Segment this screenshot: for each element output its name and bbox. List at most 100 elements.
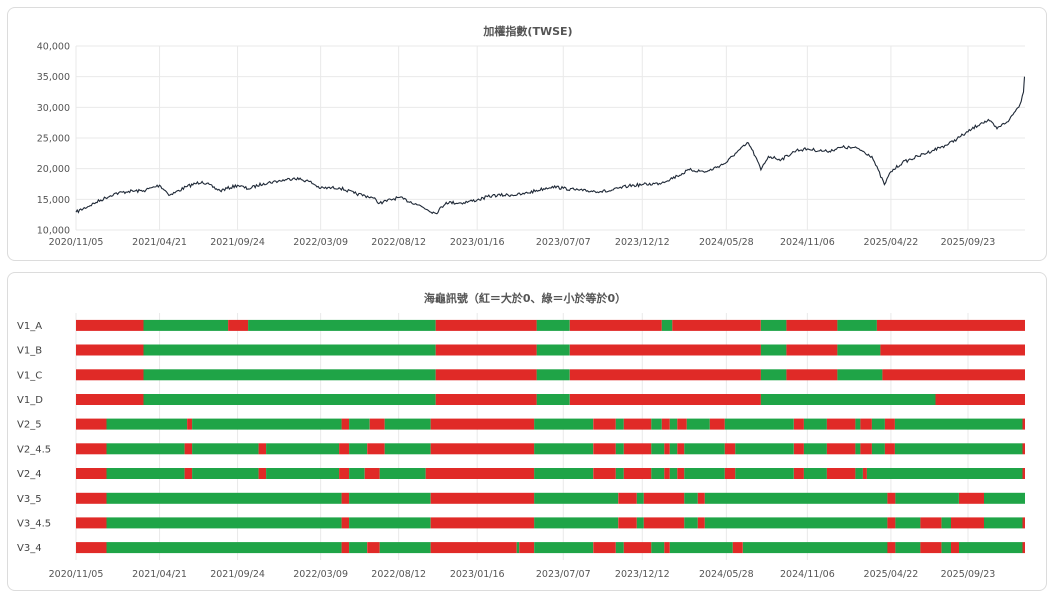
signal-segment-nonpositive bbox=[636, 517, 644, 529]
signal-segment-nonpositive bbox=[895, 542, 921, 554]
signal-segment-positive bbox=[959, 492, 984, 504]
signal-segment-nonpositive bbox=[192, 468, 259, 479]
signal-segment-positive bbox=[76, 542, 107, 554]
signal-segment-nonpositive bbox=[349, 443, 368, 455]
signal-segment-positive bbox=[593, 418, 616, 430]
row-label: V3_5 bbox=[17, 494, 42, 505]
x-tick-label: 2021/04/21 bbox=[132, 569, 187, 580]
index-chart-card: 加權指數(TWSE) 10,000 15,000 20,000 25,000 30,00… bbox=[7, 7, 1047, 261]
signal-segment-nonpositive bbox=[894, 418, 1023, 430]
signal-segment-nonpositive bbox=[704, 517, 888, 529]
signal-segment-positive bbox=[364, 468, 380, 479]
signal-segment-positive bbox=[187, 418, 193, 430]
signal-segment-nonpositive bbox=[534, 443, 594, 455]
x-tick-label: 2023/01/16 bbox=[450, 237, 505, 248]
signal-segment-positive bbox=[341, 492, 350, 504]
y-tick-label: 10,000 bbox=[37, 226, 70, 237]
signal-segment-nonpositive bbox=[534, 418, 594, 430]
signal-segment-positive bbox=[569, 344, 761, 356]
signal-segment-positive bbox=[339, 468, 350, 479]
signal-segment-positive bbox=[951, 542, 959, 554]
row-label: V2_5 bbox=[17, 420, 42, 431]
x-tick-label: 2023/07/07 bbox=[536, 237, 591, 248]
signal-segment-nonpositive bbox=[536, 344, 570, 356]
signal-segment-nonpositive bbox=[984, 517, 1023, 529]
signal-segment-nonpositive bbox=[636, 492, 644, 504]
signal-segment-nonpositive bbox=[895, 492, 959, 504]
signal-segment-positive bbox=[76, 517, 107, 529]
signal-segment-nonpositive bbox=[894, 443, 1023, 455]
row-label: V1_D bbox=[17, 395, 43, 406]
signal-segment-nonpositive bbox=[651, 468, 665, 479]
signal-segment-nonpositive bbox=[379, 542, 431, 554]
signal-segment-nonpositive bbox=[349, 492, 431, 504]
signal-segment-positive bbox=[341, 542, 350, 554]
signal-segment-nonpositive bbox=[855, 418, 861, 430]
signal-segment-positive bbox=[76, 418, 107, 430]
signal-segment-positive bbox=[430, 443, 535, 455]
signal-segment-nonpositive bbox=[684, 517, 698, 529]
signal-segment-nonpositive bbox=[760, 319, 787, 331]
signal-segment-nonpositive bbox=[866, 468, 1023, 479]
signal-segment-nonpositive bbox=[760, 394, 936, 405]
x-tick-label: 2025/04/22 bbox=[864, 569, 919, 580]
signal-segment-positive bbox=[860, 443, 872, 455]
signal-segment-positive bbox=[1022, 468, 1025, 479]
signal-segment-positive bbox=[1022, 443, 1025, 455]
x-tick-label: 2022/08/12 bbox=[371, 569, 426, 580]
x-tick-label: 2024/11/06 bbox=[780, 237, 835, 248]
signal-segment-positive bbox=[793, 418, 804, 430]
x-tick-label: 2023/12/12 bbox=[615, 237, 670, 248]
chart-title: 加權指數(TWSE) bbox=[482, 24, 572, 38]
y-tick-label: 40,000 bbox=[37, 42, 70, 53]
signal-segment-nonpositive bbox=[349, 468, 365, 479]
signal-segment-positive bbox=[76, 369, 144, 381]
x-tick-label: 2024/11/06 bbox=[780, 569, 835, 580]
signal-segment-nonpositive bbox=[192, 418, 342, 430]
signal-segment-nonpositive bbox=[534, 492, 619, 504]
x-tick-label: 2025/04/22 bbox=[864, 237, 919, 248]
signal-segment-positive bbox=[435, 369, 537, 381]
signal-segment-nonpositive bbox=[803, 418, 827, 430]
signal-segment-nonpositive bbox=[855, 443, 861, 455]
signal-segment-nonpositive bbox=[669, 443, 678, 455]
signal-segment-nonpositive bbox=[651, 443, 665, 455]
signal-segment-positive bbox=[677, 418, 687, 430]
signal-segment-positive bbox=[643, 492, 685, 504]
row-label: V1_C bbox=[17, 370, 42, 381]
signal-segment-nonpositive bbox=[143, 394, 436, 405]
signal-segment-positive bbox=[887, 492, 896, 504]
signal-segment-nonpositive bbox=[669, 418, 678, 430]
signal-segment-positive bbox=[258, 468, 267, 479]
signal-segment-nonpositive bbox=[686, 418, 710, 430]
signal-segment-positive bbox=[425, 468, 535, 479]
signal-segment-positive bbox=[367, 443, 385, 455]
signal-segment-nonpositive bbox=[516, 542, 520, 554]
index-line-chart: 加權指數(TWSE) 10,000 15,000 20,000 25,000 30,00… bbox=[37, 24, 1026, 248]
signal-segment-positive bbox=[1022, 517, 1025, 529]
y-tick-label: 20,000 bbox=[37, 164, 70, 175]
signal-segment-positive bbox=[184, 468, 193, 479]
signal-segment-nonpositive bbox=[106, 418, 187, 430]
x-tick-label: 2024/05/28 bbox=[699, 569, 754, 580]
signal-segment-positive bbox=[786, 344, 838, 356]
signal-segment-positive bbox=[430, 542, 517, 554]
signal-segment-nonpositive bbox=[837, 319, 877, 331]
signal-segment-positive bbox=[826, 443, 856, 455]
signal-segment-nonpositive bbox=[536, 394, 570, 405]
signal-segment-nonpositive bbox=[837, 344, 881, 356]
x-tick-label: 2022/03/09 bbox=[293, 569, 348, 580]
x-tick-label: 2021/09/24 bbox=[210, 237, 265, 248]
signal-segment-positive bbox=[76, 394, 144, 405]
signal-segment-positive bbox=[430, 517, 535, 529]
signal-segment-positive bbox=[935, 394, 1025, 405]
signal-segment-nonpositive bbox=[735, 443, 794, 455]
signal-segment-positive bbox=[623, 418, 652, 430]
signal-segment-nonpositive bbox=[615, 443, 624, 455]
signal-segment-positive bbox=[664, 468, 670, 479]
row-label: V3_4.5 bbox=[17, 518, 51, 529]
signal-segment-positive bbox=[1022, 542, 1025, 554]
y-tick-label: 35,000 bbox=[37, 72, 70, 83]
signal-segment-positive bbox=[341, 517, 350, 529]
signal-segment-nonpositive bbox=[266, 443, 340, 455]
